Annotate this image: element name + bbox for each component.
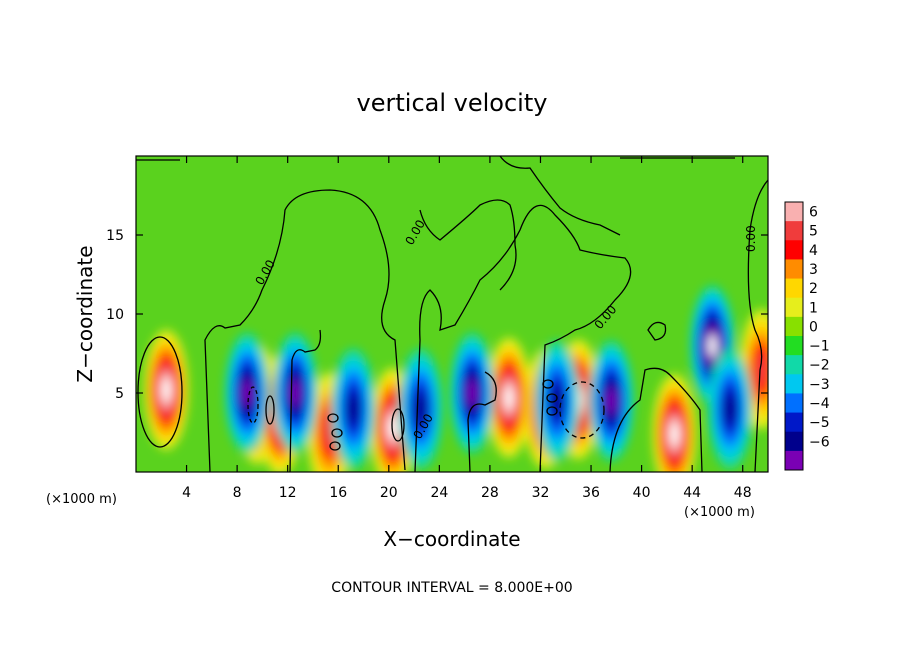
contour-label: 0.00 — [744, 225, 758, 252]
x-tick-label: 24 — [430, 485, 448, 501]
zero-contour-line — [204, 189, 406, 472]
colorbar-label: −6 — [809, 434, 830, 450]
colorbar: 6 5 4 3 2 1 0 −1 −2 −3 −4 −5 −6 — [784, 201, 830, 471]
downdraft-blob — [467, 379, 478, 407]
x-tick-label: 40 — [633, 485, 651, 501]
colorbar-swatch — [785, 221, 803, 241]
contour-ring — [546, 393, 558, 403]
contour-ring — [559, 381, 605, 439]
colorbar-label: −4 — [809, 396, 830, 412]
downdraft-blob — [551, 385, 563, 417]
colorbar-label: 0 — [809, 319, 818, 335]
zero-contour-line — [419, 199, 517, 291]
downdraft-blob — [242, 379, 253, 407]
colorbar-swatch — [785, 316, 803, 337]
zero-contour-line — [647, 321, 667, 341]
downdraft-blob — [708, 334, 717, 357]
contour-ring — [247, 386, 259, 424]
colorbar-label: −2 — [809, 358, 830, 374]
colorbar-label: −5 — [809, 415, 830, 431]
zero-contour-line — [467, 371, 497, 472]
updraft-blob — [755, 353, 768, 385]
contour-interval-note: CONTOUR INTERVAL = 8.000E+00 — [331, 580, 572, 596]
y-tick-label: 15 — [106, 228, 124, 244]
colorbar-label: 1 — [809, 300, 818, 316]
x-tick-label: 20 — [380, 485, 398, 501]
colorbar-label: 3 — [809, 262, 818, 278]
colorbar-swatch — [785, 336, 803, 356]
updraft-blob — [504, 386, 514, 410]
downdraft-blob — [290, 379, 301, 407]
contour-ring — [391, 408, 405, 442]
x-tick-label: 44 — [683, 485, 701, 501]
colorbar-frame — [784, 201, 804, 471]
colorbar-label: 2 — [809, 281, 818, 297]
contour-ring — [546, 406, 558, 416]
x-tick-label: 32 — [532, 485, 550, 501]
plot-area: 0.00 0.00 0.00 0.00 0.00 — [136, 156, 768, 472]
colorbar-swatch — [785, 240, 803, 260]
colorbar-swatch — [785, 393, 803, 413]
zero-contours — [136, 156, 768, 472]
zero-contour-line — [414, 204, 632, 472]
contour-ring — [542, 379, 554, 389]
x-tick-label: 28 — [481, 485, 499, 501]
zero-contour-line — [499, 156, 621, 236]
colorbar-swatch — [785, 202, 803, 222]
x-tick-label: 36 — [582, 485, 600, 501]
contour-ring — [137, 336, 183, 448]
colorbar-label: 5 — [809, 224, 818, 240]
y-axis-label: Z−coordinate — [73, 245, 97, 382]
y-tick-label: 5 — [115, 386, 124, 402]
contour-ring — [265, 395, 275, 425]
colorbar-swatch — [785, 259, 803, 279]
colorbar-swatch — [785, 412, 803, 433]
updraft-blob — [162, 378, 171, 402]
colorbar-swatch — [785, 374, 803, 394]
chart-title: vertical velocity — [357, 89, 548, 117]
x-tick-label: 48 — [734, 485, 752, 501]
zero-contour-line — [289, 329, 322, 472]
colorbar-label: 4 — [809, 243, 818, 259]
zero-contour-line — [609, 367, 703, 472]
x-tick-label: 8 — [233, 485, 242, 501]
field-blobs — [144, 285, 768, 472]
x-tick-label: 4 — [182, 485, 191, 501]
colorbar-swatch — [785, 355, 803, 375]
contour-ring — [329, 441, 341, 451]
colorbar-label: 6 — [809, 205, 818, 221]
zero-contour-line — [136, 157, 735, 161]
x-tick-label: 12 — [279, 485, 297, 501]
downdraft-blob — [724, 393, 736, 425]
x-axis: 4 8 12 16 20 24 28 32 36 40 44 48 — [182, 156, 752, 501]
contour-ring — [327, 413, 339, 423]
x-axis-label: X−coordinate — [383, 527, 520, 551]
x-unit-note-left: (×1000 m) — [46, 492, 117, 507]
contour-ring — [331, 428, 343, 438]
zero-contour-line — [747, 179, 768, 472]
downdraft-blob — [347, 393, 360, 425]
colorbar-swatch — [785, 278, 803, 299]
downdraft-blob — [606, 387, 617, 414]
x-tick-label: 16 — [329, 485, 347, 501]
colorbar-swatch — [785, 297, 803, 318]
colorbar-swatch — [785, 450, 803, 471]
y-axis: 5 10 15 — [106, 228, 768, 402]
colorbar-label: −3 — [809, 377, 830, 393]
x-unit-note-right: (×1000 m) — [684, 505, 755, 520]
colorbar-swatch — [785, 431, 803, 452]
y-tick-label: 10 — [106, 307, 124, 323]
updraft-blob — [670, 422, 679, 446]
colorbar-label: −1 — [809, 339, 830, 355]
